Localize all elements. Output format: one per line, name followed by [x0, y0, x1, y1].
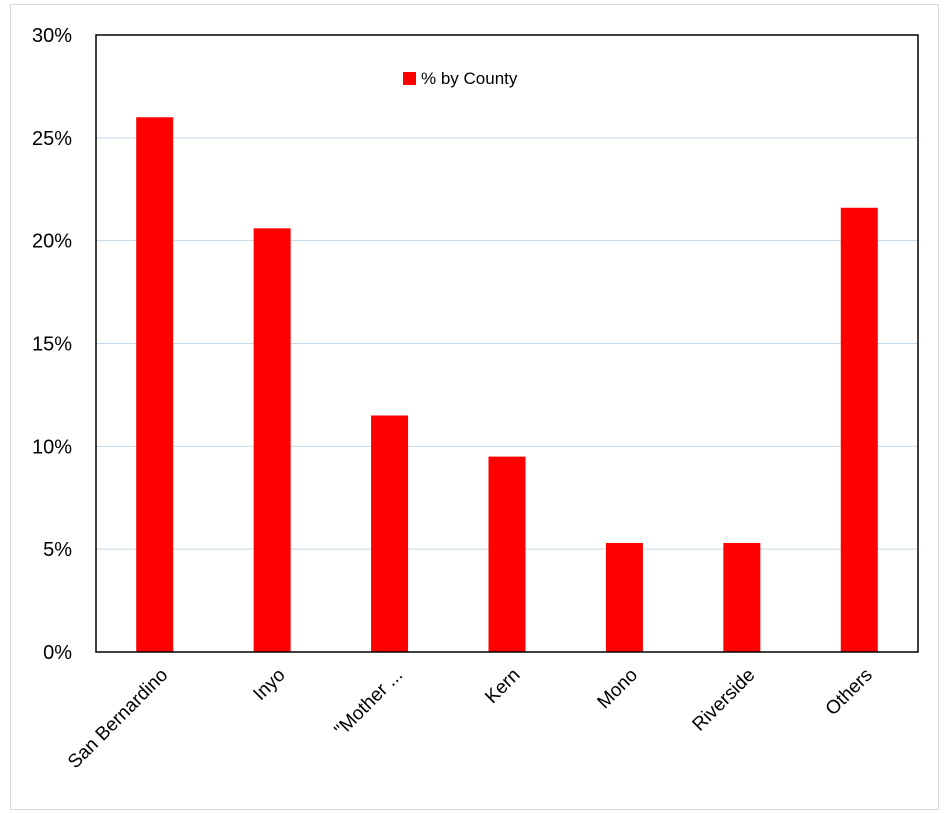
x-tick-label: Inyo: [249, 665, 289, 705]
x-tick-label: Riverside: [689, 665, 760, 736]
bar: [840, 207, 878, 652]
bars: [136, 117, 878, 653]
bar: [136, 117, 174, 653]
legend: % by County: [403, 69, 518, 88]
x-axis-ticks: San Bernardino Inyo "Mother ... Kern Mono Riv…: [64, 665, 877, 773]
y-tick-label: 0%: [43, 642, 72, 664]
y-tick-label: 10%: [32, 436, 72, 458]
x-tick-label: "Mother ...: [331, 665, 407, 741]
x-tick-label: Mono: [594, 665, 642, 713]
legend-label: % by County: [421, 69, 518, 88]
gridlines: [96, 137, 918, 550]
plot-area-border: [95, 34, 919, 653]
x-tick-label: San Bernardino: [64, 665, 172, 773]
bar: [723, 542, 761, 652]
y-tick-label: 25%: [32, 128, 72, 150]
y-tick-label: 5%: [43, 539, 72, 561]
bar: [605, 542, 643, 652]
bar: [371, 415, 409, 652]
legend-swatch: [403, 72, 416, 85]
y-tick-label: 20%: [32, 231, 72, 253]
y-axis-ticks: 0% 5% 10% 15% 20% 25% 30%: [32, 25, 72, 664]
y-tick-label: 30%: [32, 25, 72, 47]
chart-frame: [10, 4, 939, 810]
y-tick-label: 15%: [32, 334, 72, 356]
x-tick-label: Kern: [481, 665, 524, 708]
bar: [253, 228, 291, 652]
bar: [488, 456, 526, 652]
x-tick-label: Others: [822, 665, 877, 720]
